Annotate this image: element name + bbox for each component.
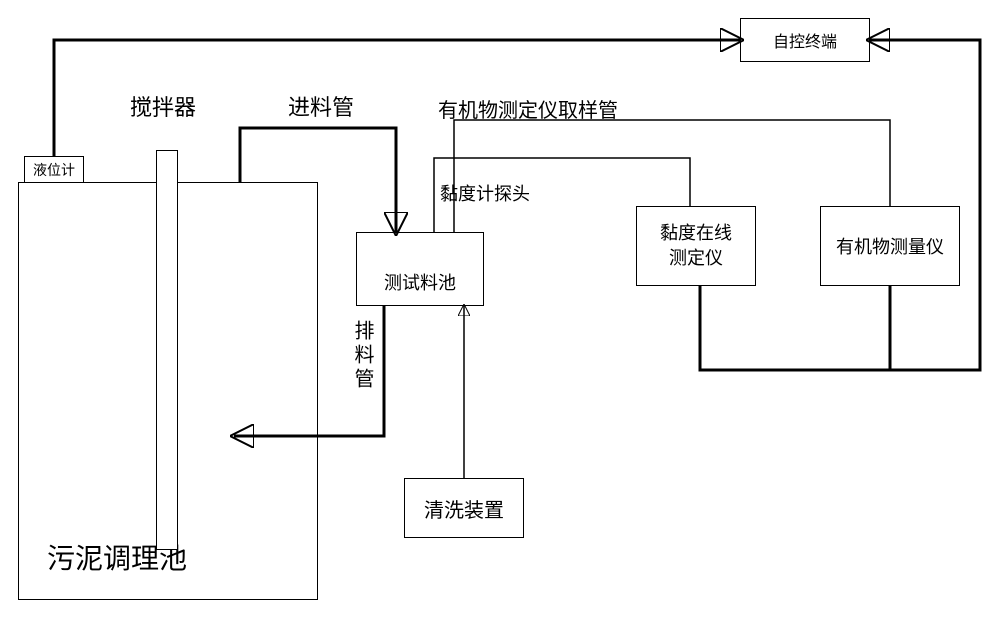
terminal-box: 自控终端 <box>740 18 870 62</box>
viscometer-probe-text: 黏度计探头 <box>440 184 530 204</box>
organic-meter-box: 有机物测量仪 <box>820 206 960 286</box>
sampling-pipe-label: 有机物测定仪取样管 <box>438 94 618 123</box>
edge-meters-to-terminal <box>700 40 980 370</box>
mixer-text: 搅拌器 <box>130 95 196 120</box>
viscosity-meter-label: 黏度在线 测定仪 <box>660 221 732 271</box>
cleaner-box: 清洗装置 <box>404 478 524 538</box>
mixer-text-label: 搅拌器 <box>130 90 196 122</box>
feed-pipe-text: 进料管 <box>288 95 354 120</box>
level-gauge-label: 液位计 <box>33 160 75 180</box>
discharge-pipe-label: 排料管 <box>348 320 377 392</box>
feed-pipe-label: 进料管 <box>288 90 354 122</box>
viscometer-probe-label: 黏度计探头 <box>440 180 530 206</box>
discharge-pipe-text: 排料管 <box>351 320 373 392</box>
level-gauge-box: 液位计 <box>24 156 84 184</box>
mixer-box <box>156 150 178 550</box>
viscosity-meter-box: 黏度在线 测定仪 <box>636 206 756 286</box>
test-tank-label: 测试料池 <box>384 269 456 295</box>
organic-meter-label: 有机物测量仪 <box>836 233 944 259</box>
test-tank-box: 测试料池 <box>356 232 484 306</box>
cleaner-label: 清洗装置 <box>424 494 504 523</box>
sampling-pipe-text: 有机物测定仪取样管 <box>438 100 618 122</box>
terminal-label: 自控终端 <box>773 28 837 52</box>
